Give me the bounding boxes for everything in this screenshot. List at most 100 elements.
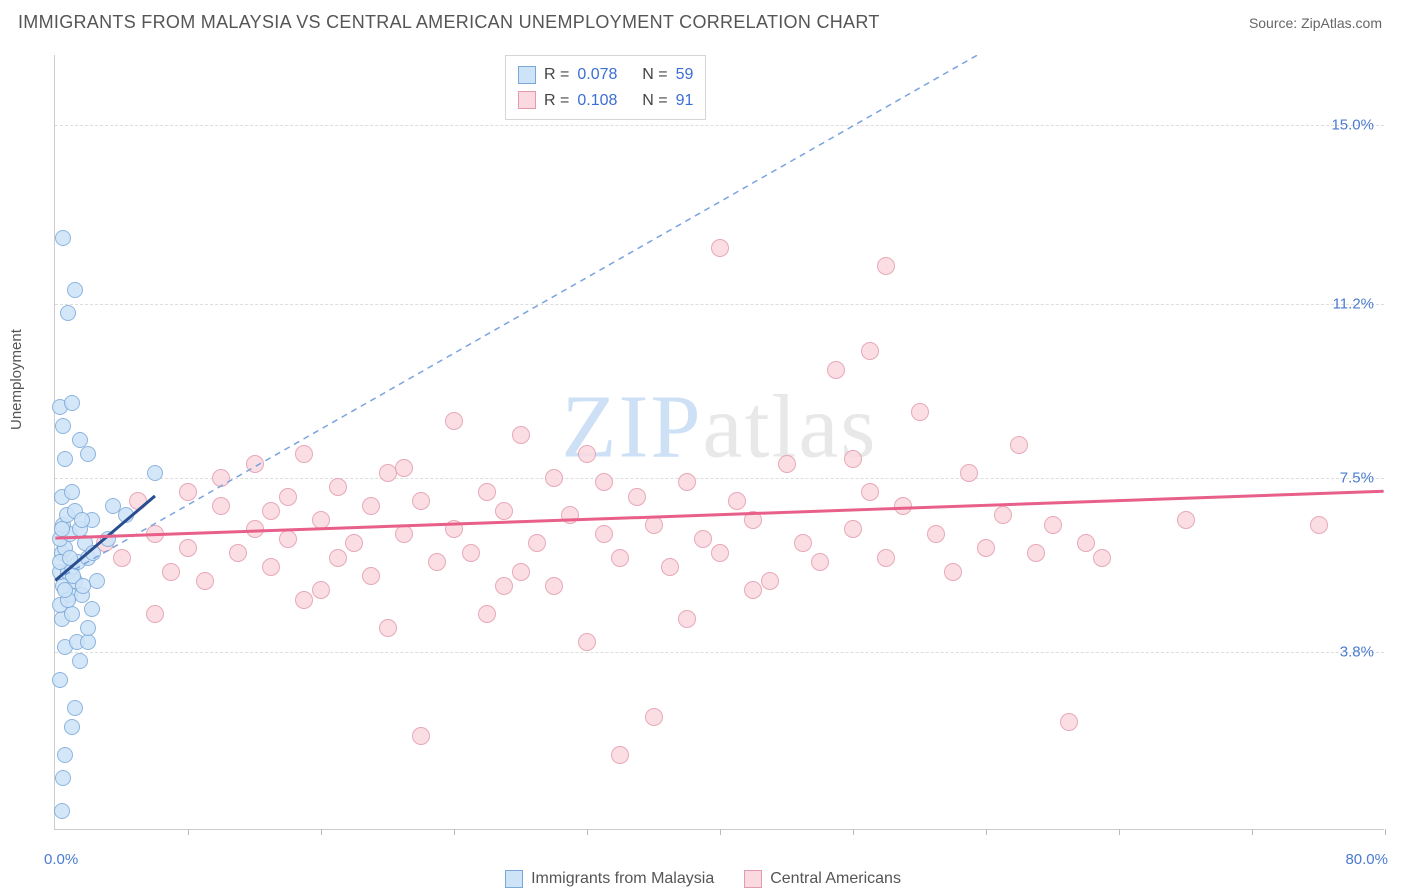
scatter-point-central (645, 708, 663, 726)
x-axis-min-label: 0.0% (44, 851, 78, 868)
scatter-point-central (578, 445, 596, 463)
scatter-point-central (146, 605, 164, 623)
legend-R-label: R = (544, 88, 569, 114)
y-axis-label: Unemployment (8, 329, 25, 430)
x-tick (587, 829, 588, 835)
scatter-point-central (561, 506, 579, 524)
scatter-point-malaysia (80, 634, 96, 650)
scatter-point-central (861, 483, 879, 501)
scatter-point-central (844, 450, 862, 468)
scatter-point-central (728, 492, 746, 510)
legend-N-label: N = (642, 62, 667, 88)
scatter-point-central (279, 530, 297, 548)
y-tick-label: 15.0% (1331, 117, 1374, 134)
legend-series: Immigrants from Malaysia Central America… (0, 870, 1406, 888)
scatter-point-malaysia (64, 484, 80, 500)
scatter-point-malaysia (75, 578, 91, 594)
x-axis-max-label: 80.0% (1345, 851, 1388, 868)
scatter-point-malaysia (80, 620, 96, 636)
y-tick-label: 7.5% (1340, 469, 1374, 486)
scatter-point-central (1077, 534, 1095, 552)
scatter-point-central (179, 539, 197, 557)
scatter-point-central (412, 492, 430, 510)
scatter-point-central (1310, 516, 1328, 534)
scatter-point-central (229, 544, 247, 562)
x-tick (853, 829, 854, 835)
gridline (55, 304, 1384, 305)
scatter-point-malaysia (57, 747, 73, 763)
legend-label-malaysia: Immigrants from Malaysia (531, 870, 714, 888)
scatter-point-central (312, 511, 330, 529)
scatter-point-central (329, 478, 347, 496)
x-tick (454, 829, 455, 835)
scatter-point-central (462, 544, 480, 562)
scatter-point-central (661, 558, 679, 576)
scatter-point-central (1044, 516, 1062, 534)
legend-row-central: R = 0.108 N = 91 (518, 88, 693, 114)
scatter-point-central (495, 577, 513, 595)
scatter-point-central (445, 520, 463, 538)
scatter-point-central (495, 502, 513, 520)
source-name: ZipAtlas.com (1301, 15, 1382, 31)
scatter-point-central (212, 497, 230, 515)
scatter-point-central (578, 633, 596, 651)
scatter-point-central (445, 412, 463, 430)
scatter-point-central (162, 563, 180, 581)
scatter-point-central (628, 488, 646, 506)
scatter-point-central (428, 553, 446, 571)
x-tick (1385, 829, 1386, 835)
scatter-point-central (379, 619, 397, 637)
legend-item-malaysia: Immigrants from Malaysia (505, 870, 714, 888)
scatter-point-central (877, 549, 895, 567)
scatter-point-central (478, 483, 496, 501)
scatter-point-central (595, 525, 613, 543)
scatter-point-malaysia (55, 230, 71, 246)
scatter-point-central (246, 520, 264, 538)
scatter-point-malaysia (64, 719, 80, 735)
scatter-point-malaysia (55, 418, 71, 434)
scatter-point-central (678, 473, 696, 491)
scatter-point-central (678, 610, 696, 628)
gridline (55, 478, 1384, 479)
legend-item-central: Central Americans (744, 870, 901, 888)
legend-N-malaysia: 59 (676, 62, 694, 88)
scatter-point-central (595, 473, 613, 491)
scatter-point-central (412, 727, 430, 745)
scatter-point-central (545, 577, 563, 595)
scatter-point-central (711, 544, 729, 562)
swatch-malaysia (518, 66, 536, 84)
x-tick (986, 829, 987, 835)
scatter-point-central (478, 605, 496, 623)
scatter-point-central (279, 488, 297, 506)
scatter-point-malaysia (54, 803, 70, 819)
scatter-point-malaysia (80, 446, 96, 462)
scatter-point-central (1010, 436, 1028, 454)
scatter-point-central (977, 539, 995, 557)
legend-N-central: 91 (676, 88, 694, 114)
scatter-point-central (146, 525, 164, 543)
scatter-point-central (329, 549, 347, 567)
scatter-point-central (744, 511, 762, 529)
scatter-point-central (894, 497, 912, 515)
scatter-point-central (295, 445, 313, 463)
scatter-point-central (960, 464, 978, 482)
scatter-point-central (827, 361, 845, 379)
legend-N-label: N = (642, 88, 667, 114)
source-prefix: Source: (1249, 15, 1301, 31)
scatter-point-central (877, 257, 895, 275)
scatter-point-central (1177, 511, 1195, 529)
legend-label-central: Central Americans (770, 870, 901, 888)
scatter-point-central (994, 506, 1012, 524)
scatter-point-malaysia (85, 545, 101, 561)
chart-source: Source: ZipAtlas.com (1249, 15, 1382, 31)
scatter-point-central (611, 549, 629, 567)
scatter-point-malaysia (118, 507, 134, 523)
scatter-point-central (744, 581, 762, 599)
scatter-point-malaysia (54, 521, 70, 537)
scatter-point-central (512, 426, 530, 444)
scatter-point-malaysia (67, 700, 83, 716)
scatter-point-central (927, 525, 945, 543)
scatter-point-central (345, 534, 363, 552)
scatter-point-central (362, 497, 380, 515)
chart-title: IMMIGRANTS FROM MALAYSIA VS CENTRAL AMER… (18, 12, 880, 33)
